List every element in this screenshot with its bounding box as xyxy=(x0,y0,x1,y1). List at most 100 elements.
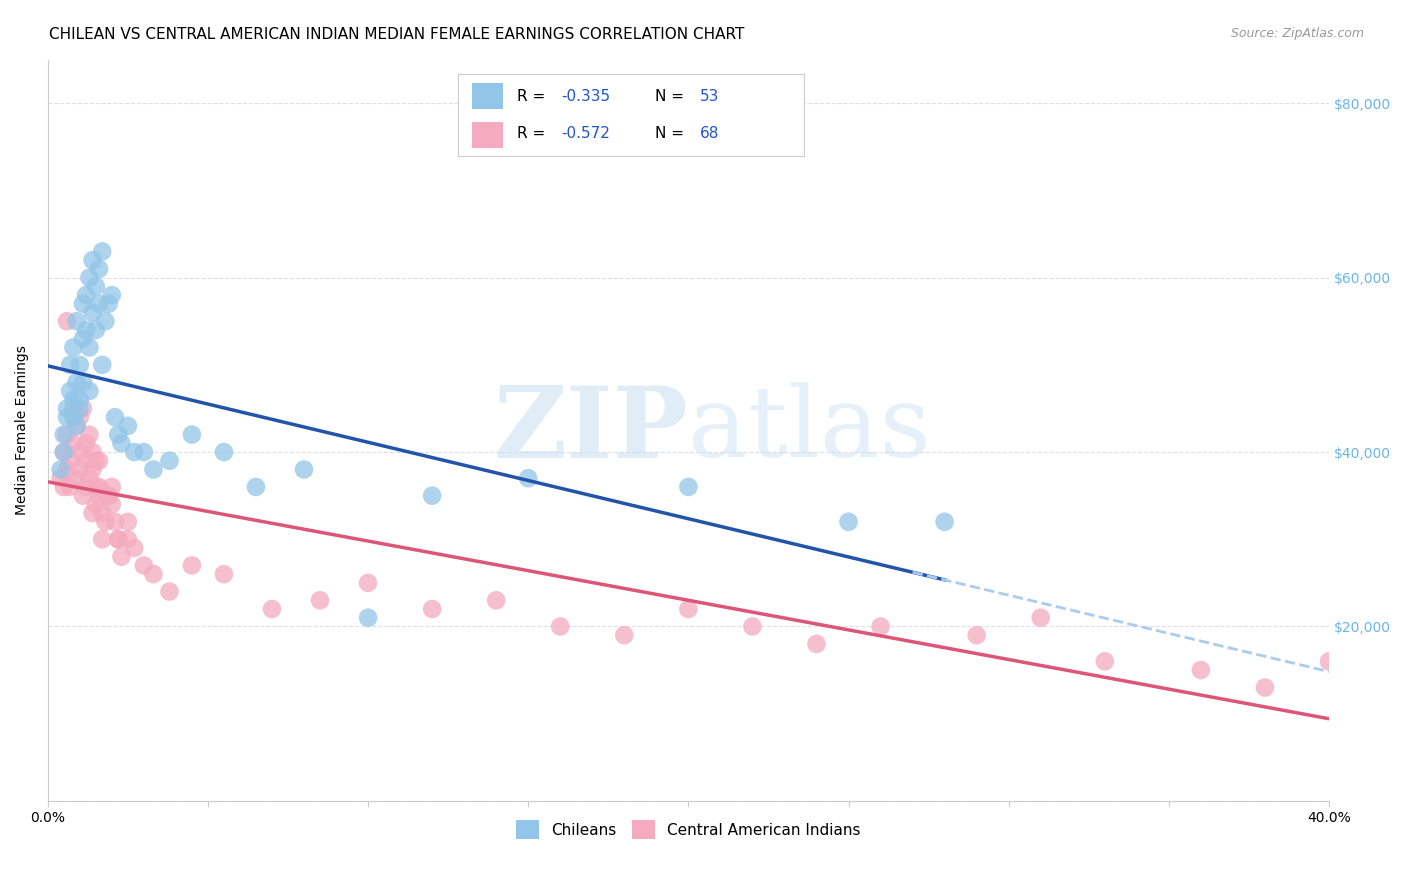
Point xyxy=(91,533,114,547)
Point xyxy=(62,436,84,450)
Point xyxy=(52,445,75,459)
Point xyxy=(806,637,828,651)
Point xyxy=(69,410,91,425)
Text: CHILEAN VS CENTRAL AMERICAN INDIAN MEDIAN FEMALE EARNINGS CORRELATION CHART: CHILEAN VS CENTRAL AMERICAN INDIAN MEDIA… xyxy=(49,27,745,42)
Point xyxy=(1029,611,1052,625)
Point xyxy=(966,628,988,642)
Point xyxy=(934,515,956,529)
Point xyxy=(97,489,120,503)
Point xyxy=(1189,663,1212,677)
Point xyxy=(159,584,181,599)
Point xyxy=(65,418,87,433)
Point xyxy=(59,384,82,398)
Point xyxy=(97,297,120,311)
Point xyxy=(91,506,114,520)
Point xyxy=(357,611,380,625)
Point xyxy=(1317,654,1340,668)
Point xyxy=(613,628,636,642)
Point xyxy=(65,376,87,390)
Point xyxy=(75,480,97,494)
Point xyxy=(56,427,79,442)
Point xyxy=(84,279,107,293)
Point xyxy=(132,558,155,573)
Point xyxy=(1254,681,1277,695)
Point xyxy=(838,515,860,529)
Point xyxy=(122,541,145,555)
Point xyxy=(212,445,235,459)
Point xyxy=(91,358,114,372)
Point xyxy=(75,323,97,337)
Point xyxy=(62,401,84,416)
Point xyxy=(678,480,700,494)
Point xyxy=(107,533,129,547)
Point xyxy=(56,401,79,416)
Point xyxy=(548,619,571,633)
Point xyxy=(59,454,82,468)
Y-axis label: Median Female Earnings: Median Female Earnings xyxy=(15,345,30,516)
Point xyxy=(517,471,540,485)
Point xyxy=(72,401,94,416)
Point xyxy=(82,305,104,319)
Point xyxy=(101,480,124,494)
Point xyxy=(292,462,315,476)
Point xyxy=(104,410,127,425)
Point xyxy=(104,515,127,529)
Point xyxy=(49,471,72,485)
Point xyxy=(84,480,107,494)
Point xyxy=(69,358,91,372)
Point xyxy=(87,480,110,494)
Point xyxy=(52,445,75,459)
Point xyxy=(180,558,202,573)
Point xyxy=(107,533,129,547)
Point xyxy=(87,454,110,468)
Point xyxy=(212,567,235,582)
Point xyxy=(97,489,120,503)
Point xyxy=(117,418,139,433)
Point xyxy=(117,533,139,547)
Point xyxy=(75,454,97,468)
Point xyxy=(59,480,82,494)
Point xyxy=(678,602,700,616)
Point xyxy=(72,376,94,390)
Point xyxy=(65,418,87,433)
Point xyxy=(82,445,104,459)
Point xyxy=(65,471,87,485)
Point xyxy=(94,314,117,328)
Point xyxy=(84,497,107,511)
Point xyxy=(101,497,124,511)
Point xyxy=(245,480,267,494)
Point xyxy=(132,445,155,459)
Text: atlas: atlas xyxy=(689,383,931,478)
Point xyxy=(91,244,114,259)
Point xyxy=(101,288,124,302)
Point xyxy=(62,392,84,407)
Point xyxy=(79,384,101,398)
Point xyxy=(420,602,443,616)
Point xyxy=(69,401,91,416)
Point xyxy=(79,270,101,285)
Point xyxy=(69,462,91,476)
Text: Source: ZipAtlas.com: Source: ZipAtlas.com xyxy=(1230,27,1364,40)
Point xyxy=(87,261,110,276)
Point xyxy=(65,314,87,328)
Point xyxy=(107,427,129,442)
Point xyxy=(485,593,508,607)
Point xyxy=(869,619,891,633)
Point xyxy=(79,427,101,442)
Point xyxy=(72,332,94,346)
Point xyxy=(49,462,72,476)
Point xyxy=(62,410,84,425)
Point xyxy=(741,619,763,633)
Legend: Chileans, Central American Indians: Chileans, Central American Indians xyxy=(510,814,866,845)
Point xyxy=(309,593,332,607)
Point xyxy=(72,489,94,503)
Point xyxy=(56,462,79,476)
Point xyxy=(82,506,104,520)
Point xyxy=(180,427,202,442)
Point xyxy=(79,471,101,485)
Point xyxy=(72,297,94,311)
Point xyxy=(82,253,104,268)
Point xyxy=(84,454,107,468)
Point xyxy=(56,314,79,328)
Point xyxy=(62,410,84,425)
